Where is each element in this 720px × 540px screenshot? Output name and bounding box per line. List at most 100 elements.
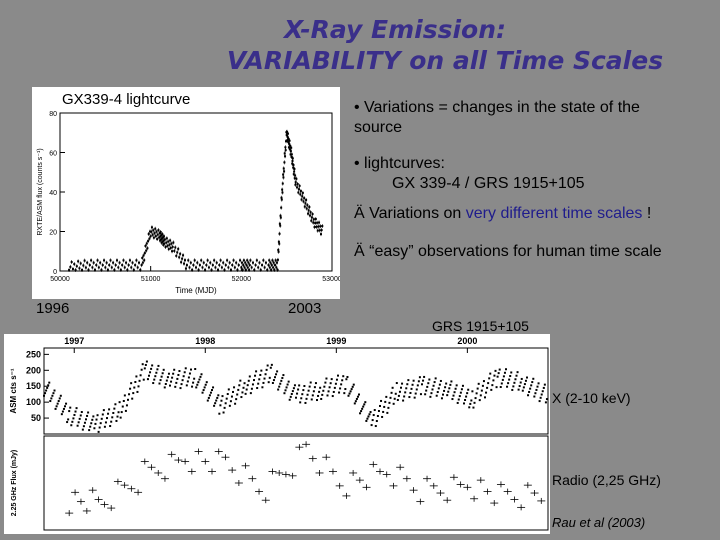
- xray-point: [73, 413, 76, 416]
- data-point: [171, 245, 174, 248]
- xray-point: [338, 391, 341, 394]
- xray-point: [86, 414, 89, 417]
- xray-point: [450, 380, 453, 383]
- xray-point: [298, 384, 301, 387]
- data-point: [284, 155, 287, 158]
- xray-point: [351, 385, 354, 388]
- xray-point: [404, 391, 407, 394]
- xray-point: [89, 425, 92, 428]
- xray-point: [121, 405, 124, 408]
- xray-point: [166, 376, 169, 379]
- xray-point: [150, 367, 153, 370]
- y-tick-label: 60: [49, 151, 57, 158]
- xray-point: [331, 395, 334, 398]
- xray-panel-frame: [43, 347, 549, 435]
- xray-point: [376, 415, 379, 418]
- xray-point: [60, 413, 63, 416]
- data-point: [264, 261, 267, 264]
- xray-point: [310, 398, 313, 401]
- data-point: [198, 264, 201, 267]
- data-point: [282, 167, 285, 170]
- xray-point: [55, 405, 58, 408]
- data-point: [96, 259, 99, 262]
- data-point: [310, 219, 313, 222]
- xray-point: [160, 375, 163, 378]
- xray-point: [494, 369, 497, 372]
- data-point: [178, 256, 181, 259]
- data-point: [219, 259, 222, 262]
- data-point: [162, 235, 165, 238]
- data-point: [287, 146, 290, 149]
- xray-point: [505, 368, 507, 371]
- xray-point: [387, 406, 390, 409]
- xray-point: [385, 395, 388, 398]
- xray-point: [524, 379, 527, 382]
- grs-figure-label: GRS 1915+105: [432, 318, 529, 334]
- data-point: [253, 268, 256, 271]
- data-point: [71, 267, 74, 270]
- data-point: [105, 261, 108, 264]
- xray-point: [515, 374, 518, 377]
- xray-point: [191, 385, 194, 388]
- xray-point: [465, 395, 468, 398]
- xray-point: [127, 398, 129, 401]
- xray-point: [500, 382, 503, 385]
- xray-point: [311, 394, 314, 397]
- data-point: [197, 268, 200, 271]
- xray-point: [124, 409, 127, 412]
- xray-point: [181, 379, 184, 382]
- y-axis-label: RXTE/ASM flux (counts s⁻¹): [37, 148, 44, 235]
- data-point: [84, 266, 87, 269]
- xray-point: [326, 394, 329, 397]
- xray-point: [261, 386, 264, 389]
- data-point: [226, 259, 229, 262]
- xray-point: [396, 398, 399, 401]
- xray-point: [464, 398, 467, 401]
- xray-point: [178, 370, 181, 373]
- xray-point: [422, 379, 425, 382]
- data-point: [246, 266, 249, 269]
- data-point: [251, 261, 254, 264]
- xray-point: [373, 409, 376, 412]
- xray-point: [496, 375, 499, 378]
- xray-point: [544, 401, 547, 404]
- data-point: [143, 259, 146, 262]
- xray-point: [145, 360, 148, 363]
- xray-point: [512, 385, 515, 388]
- data-point: [272, 266, 275, 269]
- xray-point: [432, 384, 435, 387]
- xray-point: [284, 389, 287, 392]
- xray-point: [401, 382, 404, 385]
- data-point: [276, 258, 279, 261]
- xray-point: [493, 374, 496, 377]
- xray-y-tick-label: 150: [26, 381, 41, 391]
- xray-point: [472, 406, 475, 409]
- data-point: [152, 236, 155, 239]
- data-point: [279, 214, 282, 217]
- data-point: [242, 259, 245, 262]
- data-point: [236, 268, 239, 271]
- xray-point: [405, 387, 408, 390]
- data-point: [154, 235, 157, 238]
- xray-point: [444, 386, 447, 389]
- data-point: [222, 261, 225, 264]
- data-point: [279, 224, 282, 227]
- xray-point: [93, 427, 96, 430]
- data-point: [244, 268, 247, 271]
- xray-point: [169, 384, 171, 387]
- data-point: [151, 233, 154, 236]
- xray-point: [467, 388, 470, 391]
- data-point: [229, 268, 232, 271]
- xray-point: [113, 407, 116, 410]
- data-point: [283, 152, 286, 155]
- data-point: [247, 261, 250, 264]
- xray-point: [459, 391, 462, 394]
- xray-point: [402, 399, 405, 402]
- xray-point: [49, 400, 52, 403]
- data-point: [282, 176, 285, 179]
- data-point: [165, 241, 168, 244]
- xray-point: [337, 374, 339, 377]
- data-point: [278, 242, 281, 245]
- data-point: [159, 239, 162, 242]
- xray-point: [258, 378, 261, 381]
